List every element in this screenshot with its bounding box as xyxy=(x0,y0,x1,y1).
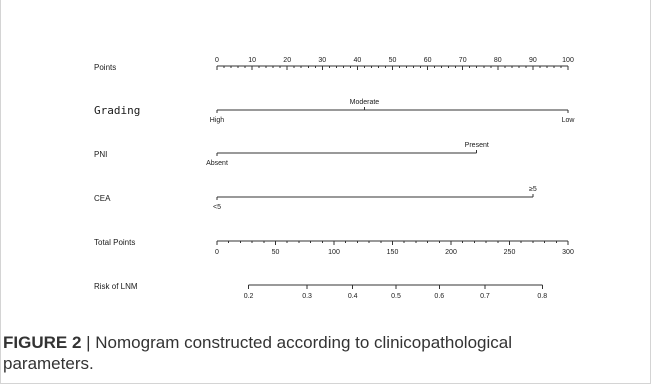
points-tick-label: 70 xyxy=(459,57,467,64)
figure-caption: FIGURE 2 | Nomogram constructed accordin… xyxy=(3,332,603,374)
total-points-tick-label: 300 xyxy=(562,249,574,256)
pni-level-label: Absent xyxy=(206,160,228,167)
risk-of-lnm-tick-label: 0.6 xyxy=(434,293,444,300)
row-label-pni: PNI xyxy=(94,150,107,159)
points-tick-label: 30 xyxy=(318,57,326,64)
points-tick-label: 20 xyxy=(283,57,291,64)
total-points-tick-label: 0 xyxy=(215,249,219,256)
points-tick-label: 10 xyxy=(248,57,256,64)
cea-level-label: ≥5 xyxy=(529,186,537,193)
total-points-tick-label: 200 xyxy=(445,249,457,256)
row-label-points: Points xyxy=(94,63,116,72)
points-tick-label: 50 xyxy=(389,57,397,64)
row-label-total-points: Total Points xyxy=(94,238,135,247)
points-tick-label: 100 xyxy=(562,57,574,64)
figure-label: FIGURE 2 xyxy=(3,333,82,352)
row-label-cea: CEA xyxy=(94,194,111,203)
cea-level-label: <5 xyxy=(213,204,221,211)
grading-level-label: Moderate xyxy=(350,99,380,106)
caption-separator: | xyxy=(81,333,96,352)
points-tick-label: 90 xyxy=(529,57,537,64)
total-points-tick-label: 150 xyxy=(387,249,399,256)
risk-of-lnm-tick-label: 0.4 xyxy=(348,293,358,300)
grading-level-label: High xyxy=(210,117,225,124)
risk-of-lnm-tick-label: 0.8 xyxy=(537,293,547,300)
row-label-grading: Grading xyxy=(94,104,140,117)
points-tick-label: 80 xyxy=(494,57,502,64)
risk-of-lnm-tick-label: 0.5 xyxy=(391,293,401,300)
risk-of-lnm-tick-label: 0.7 xyxy=(480,293,490,300)
total-points-tick-label: 250 xyxy=(504,249,516,256)
points-tick-label: 0 xyxy=(215,57,219,64)
row-label-risk-of-lnm: Risk of LNM xyxy=(94,282,138,291)
pni-level-label: Present xyxy=(465,142,489,149)
points-tick-label: 60 xyxy=(424,57,432,64)
points-tick-label: 40 xyxy=(354,57,362,64)
risk-of-lnm-tick-label: 0.2 xyxy=(244,293,254,300)
caption-text: Nomogram constructed according to clinic… xyxy=(3,333,512,373)
total-points-tick-label: 100 xyxy=(328,249,340,256)
risk-of-lnm-tick-label: 0.3 xyxy=(302,293,312,300)
total-points-tick-label: 50 xyxy=(272,249,280,256)
nomogram-chart: Points 0 10 20 30 40 50 60 70 80 90 100 Grading High M… xyxy=(94,57,576,300)
grading-level-label: Low xyxy=(562,117,576,124)
